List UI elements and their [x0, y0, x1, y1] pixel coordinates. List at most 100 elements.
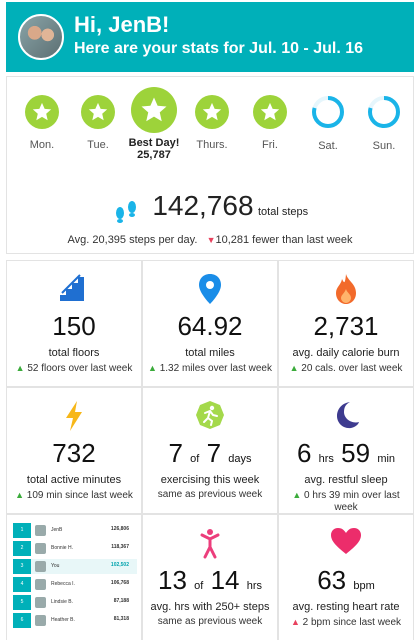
- calories-change: 20 cals. over last week: [301, 363, 403, 374]
- stat-floors[interactable]: 150 total floors ▲ 52 floors over last w…: [6, 260, 142, 387]
- exercise-change: same as previous week: [157, 489, 263, 500]
- total-steps-unit: total steps: [257, 206, 309, 218]
- stat-calories[interactable]: 2,731 avg. daily calorie burn ▲ 20 cals.…: [278, 260, 414, 387]
- footprints-icon: [115, 200, 136, 223]
- steps-average-row: Avg. 20,395 steps per day. ▼10,281 fewer…: [7, 234, 413, 246]
- miles-value: 64.92: [177, 311, 243, 341]
- leaderboard-row: 1 JenB 126,806: [13, 523, 137, 538]
- stats-grid: 150 total floors ▲ 52 floors over last w…: [6, 260, 414, 640]
- star-badge-icon: [253, 95, 287, 129]
- total-steps: 142,768 total steps: [7, 190, 413, 223]
- heart-icon: [331, 528, 361, 554]
- heart-rate-value: 63: [317, 565, 347, 595]
- sleep-minutes-value: 59: [341, 438, 371, 468]
- location-pin-icon: [199, 274, 221, 304]
- avatar: [35, 543, 46, 554]
- up-triangle-icon: ▲: [290, 617, 300, 627]
- avatar: [35, 597, 46, 608]
- down-triangle-icon: ▼: [206, 235, 216, 245]
- avatar: [18, 14, 64, 60]
- sleep-label: avg. restful sleep: [304, 474, 388, 486]
- avatar: [35, 525, 46, 536]
- sleep-hours-unit: hrs: [318, 453, 334, 465]
- day-label: Sat.: [318, 140, 338, 152]
- exercise-days-value: 7: [168, 438, 183, 468]
- heart-rate-unit: bpm: [353, 580, 375, 592]
- stat-hourly-activity[interactable]: 13 of 14 hrs avg. hrs with 250+ steps sa…: [142, 514, 278, 640]
- stats-date-range: Here are your stats for Jul. 10 - Jul. 1…: [74, 40, 364, 57]
- star-badge-icon: [25, 95, 59, 129]
- week-summary: Mon. Tue. Best Day! 25,787 Thurs.: [6, 76, 414, 254]
- day-fri[interactable]: Fri.: [247, 95, 293, 151]
- hourly-change: same as previous week: [157, 616, 263, 627]
- stretch-figure-icon: [200, 529, 220, 559]
- progress-ring-icon: [312, 96, 344, 128]
- up-triangle-icon: ▲: [15, 490, 24, 500]
- day-label: Tue.: [87, 139, 109, 151]
- calories-label: avg. daily calorie burn: [292, 347, 400, 359]
- stat-sleep[interactable]: 6 hrs 59 min avg. restful sleep ▲ 0 hrs …: [278, 387, 414, 514]
- star-badge-icon: [81, 95, 115, 129]
- day-label: Sun.: [372, 140, 396, 152]
- sleep-hours-value: 6: [296, 438, 312, 468]
- star-badge-icon: [131, 87, 177, 133]
- heart-rate-label: avg. resting heart rate: [292, 601, 400, 613]
- progress-ring-icon: [368, 96, 400, 128]
- leaderboard-row: 6 Heather B. 81,318: [13, 613, 137, 628]
- hourly-total: 14: [210, 565, 240, 595]
- stat-miles[interactable]: 64.92 total miles ▲ 1.32 miles over last…: [142, 260, 278, 387]
- star-badge-icon: [195, 95, 229, 129]
- day-mon[interactable]: Mon.: [19, 95, 65, 151]
- day-thurs[interactable]: Thurs.: [189, 95, 235, 151]
- active-minutes-change: 109 min since last week: [26, 490, 133, 501]
- floors-value: 150: [52, 311, 96, 341]
- day-label: Thurs.: [196, 139, 228, 151]
- up-triangle-icon: ▲: [289, 363, 299, 373]
- hourly-label: avg. hrs with 250+ steps: [150, 601, 270, 613]
- best-day-steps: 25,787: [137, 149, 171, 161]
- miles-change: 1.32 miles over last week: [159, 363, 272, 374]
- best-day-label: Best Day!: [128, 137, 180, 149]
- stat-active-minutes[interactable]: 732 total active minutes ▲ 109 min since…: [6, 387, 142, 514]
- avatar: [35, 561, 46, 572]
- stat-heart-rate[interactable]: 63 bpm avg. resting heart rate ▲ 2 bpm s…: [278, 514, 414, 640]
- active-minutes-value: 732: [52, 438, 96, 468]
- moon-icon: [337, 402, 359, 429]
- day-best[interactable]: Best Day! 25,787: [119, 87, 189, 161]
- sleep-minutes-unit: min: [377, 453, 396, 465]
- hourly-of: of: [194, 580, 204, 592]
- stairs-icon: [60, 274, 84, 301]
- exercise-days-unit: days: [228, 453, 252, 465]
- leaderboard-list: 1 JenB 126,806 2 Bonnie H. 118,367 3 You 10…: [13, 523, 137, 635]
- lightning-icon: [66, 401, 82, 431]
- day-sun[interactable]: Sun.: [361, 95, 407, 152]
- exercise-of: of: [190, 453, 200, 465]
- header-banner: Hi, JenB! Here are your stats for Jul. 1…: [6, 2, 414, 72]
- day-label: Mon.: [29, 139, 55, 151]
- flame-icon: [336, 274, 356, 304]
- leaderboard-row: 5 Lindsie B. 87,188: [13, 595, 137, 610]
- runner-icon: [196, 401, 224, 429]
- hourly-value: 13: [157, 565, 187, 595]
- avatar: [35, 579, 46, 590]
- total-steps-value: 142,768: [152, 190, 254, 221]
- floors-change: 52 floors over last week: [27, 363, 133, 374]
- leaderboard-thumbnail[interactable]: 1 JenB 126,806 2 Bonnie H. 118,367 3 You 10…: [6, 514, 142, 640]
- steps-change-text: 10,281 fewer than last week: [215, 234, 353, 246]
- leaderboard-row: 3 You 102,502: [13, 559, 137, 574]
- miles-label: total miles: [185, 347, 235, 359]
- up-triangle-icon: ▲: [148, 363, 157, 373]
- exercise-label: exercising this week: [160, 474, 260, 486]
- up-triangle-icon: ▲: [292, 490, 302, 500]
- stat-exercise-days[interactable]: 7 of 7 days exercising this week same as…: [142, 387, 278, 514]
- heart-rate-change: 2 bpm since last week: [302, 617, 402, 628]
- day-tue[interactable]: Tue.: [75, 95, 121, 151]
- exercise-days-total: 7: [206, 438, 222, 468]
- calories-value: 2,731: [313, 311, 379, 341]
- avatar: [35, 615, 46, 626]
- daily-goals-row: Mon. Tue. Best Day! 25,787 Thurs.: [7, 85, 413, 175]
- hourly-unit: hrs: [246, 580, 262, 592]
- leaderboard-row: 2 Bonnie H. 118,367: [13, 541, 137, 556]
- day-sat[interactable]: Sat.: [305, 95, 351, 152]
- leaderboard-row: 4 Rebecca I. 106,768: [13, 577, 137, 592]
